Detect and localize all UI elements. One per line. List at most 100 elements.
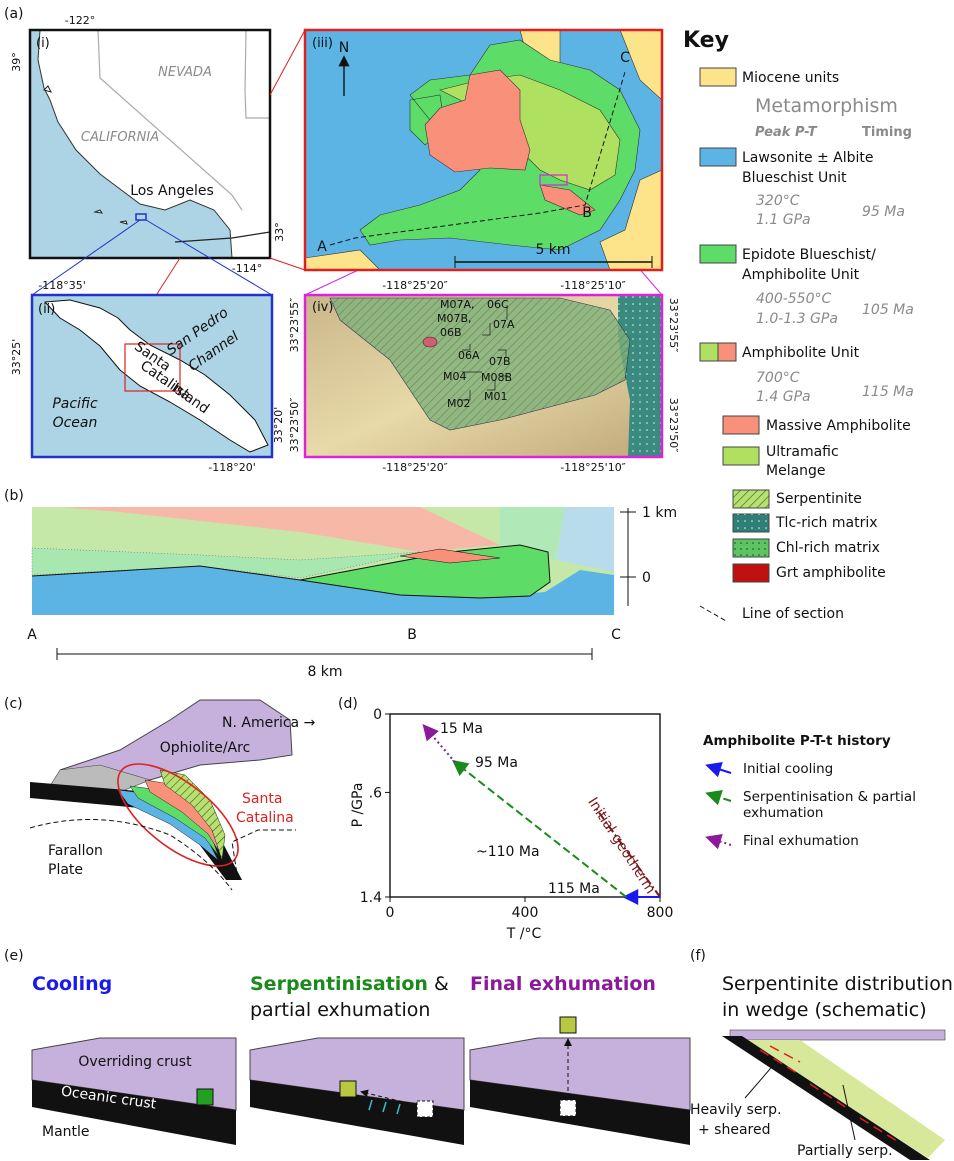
key-swatch [718,343,736,361]
city-name: Los Angeles [130,183,214,199]
key-label: Amphibolite Unit [742,267,860,283]
layer-label: Overriding crust [78,1054,192,1070]
key-label: Grt amphibolite [776,565,886,581]
key-age: 95 Ma [862,204,905,220]
legend-item: Final exhumation [703,833,943,849]
grt-amphibolite [423,337,437,347]
figure-canvas: (a) (i) -122° -114° 39° 33° NEVADA CALIF… [0,0,954,1161]
key-swatch [700,245,736,263]
legend-label: Initial cooling [743,761,833,777]
legend-title: Amphibolite P-T-t history [703,733,943,749]
lat-label: 33°20' [272,407,285,444]
key-swatch [700,343,718,361]
lon-label: -118°35' [38,279,86,292]
stage-diagram [470,1017,690,1145]
stage-title: Cooling [32,973,112,995]
key-swatch-texture [733,514,769,532]
connector [270,30,305,95]
panel-title: Serpentinite distribution [722,973,953,995]
sample-label: 06A [458,349,480,362]
key-label: Miocene units [742,70,839,86]
x-axis-label: T /°C [506,926,542,942]
sample-label: 06B [440,326,462,339]
lon-label: -122° [65,14,95,27]
key-swatch [723,447,759,465]
panel-label: (c) [4,696,23,712]
annotation: + sheared [698,1122,771,1138]
key-line [700,606,726,621]
panel-label: (ii) [38,302,55,317]
annotation: ~110 Ma [476,844,540,860]
annotation: Heavily serp. [690,1102,782,1118]
panel-label: (iii) [312,36,333,51]
sample-label: M02 [447,397,471,410]
key-pt: 320°C [756,193,800,209]
key-heading: Peak P-T [755,125,818,140]
sample-label: M07B, [437,312,472,325]
stage-title: partial exhumation [250,999,430,1021]
sample-label: M08B [481,371,512,384]
key-age: 115 Ma [862,384,914,400]
subducting-slab [722,1036,930,1160]
lat-label: 33°25' [10,339,23,376]
legend-item: Serpentinisation & partial exhumation [703,789,943,821]
key-title: Key [683,28,729,53]
ocean-name: Pacific [52,396,98,412]
annotation: 95 Ma [475,755,518,771]
key-label: Ultramafic [766,444,839,460]
panel-label: (e) [4,948,24,964]
place-label: N. America → [222,715,316,731]
section-point: A [317,239,327,255]
former-position [560,1100,576,1116]
y-tick-label: .6 [369,785,382,801]
layer-label: Mantle [42,1124,90,1140]
panel-title: in wedge (schematic) [722,999,927,1021]
stage-diagram [250,1038,464,1145]
sample-label: 07B [489,355,511,368]
connector [270,258,305,270]
lat-label: 33°23'50″ [288,398,301,453]
place-label: Catalina [236,810,294,826]
key-heading: Timing [862,125,912,140]
key-pt: 1.4 GPa [756,389,811,405]
scale-label: 8 km [307,664,342,680]
key-swatch [723,416,759,434]
key-swatch [733,564,769,582]
section-point: C [611,627,621,643]
legend-item: Initial cooling [703,761,943,777]
key-age: 105 Ma [862,302,914,318]
sample-label: M04 [443,370,467,383]
ocean-name: Ocean [53,415,98,431]
pt-path [455,762,626,897]
pt-chart: (d) P /GPa T /°C 15 Ma 95 Ma ~110 Ma 115… [338,696,673,942]
x-tick-label: 800 [647,905,674,921]
legend-label: Final exhumation [743,833,859,849]
plate-label: Farallon [48,843,103,859]
annotation: 15 Ma [440,721,483,737]
plate-boundary [232,830,296,880]
annotation: Partially serp. [797,1143,893,1159]
section-point: B [407,627,417,643]
y-tick-label: 0 [373,707,382,723]
lon-label: -118°20' [208,461,256,474]
key-heading: Metamorphism [755,95,898,117]
x-tick-label: 0 [386,905,395,921]
sample-block [560,1017,576,1033]
former-position [417,1101,433,1117]
key-swatch-hatch [733,490,769,508]
key-pt: 400-550°C [756,291,831,307]
y-axis-label: P /GPa [350,783,366,828]
state-name: CALIFORNIA [81,130,159,145]
key-label: Epidote Blueschist/ [742,247,876,263]
legend-arrow [709,766,731,773]
scale-label: 0 [642,570,651,586]
key-label: Blueschist Unit [742,170,847,186]
lon-label: -118°25'20″ [382,461,448,474]
lat-label: 33°23'55″ [288,298,301,353]
key-label: Chl-rich matrix [776,540,880,556]
key-label: Massive Amphibolite [766,418,911,434]
key-swatch [700,68,736,86]
panel-label: (a) [4,6,24,22]
lat-label: 33° [273,222,286,242]
panel-label: (d) [338,696,358,712]
